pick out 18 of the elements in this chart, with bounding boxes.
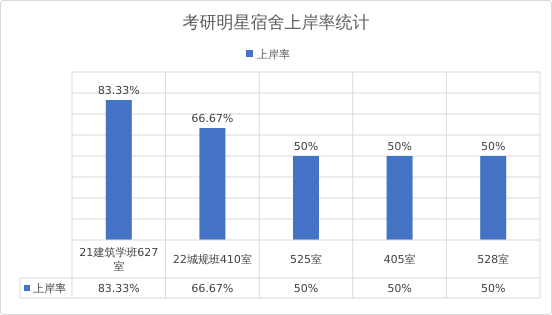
text: 50% <box>387 140 412 153</box>
text: 上岸率 <box>33 282 66 295</box>
legend-label: 上岸率 <box>257 48 290 61</box>
x-tick-label: 405室 <box>384 253 416 266</box>
data-label: 50% <box>294 282 318 295</box>
data-label: 83.33% <box>98 282 140 295</box>
x-tick-label: 21建筑学班627室 <box>79 246 158 273</box>
x-tick-label: 525室 <box>290 253 322 266</box>
data-label: 66.67% <box>191 282 234 295</box>
text: 66.67% <box>191 112 234 125</box>
data-label: 50% <box>387 282 412 295</box>
text: 50% <box>480 140 506 153</box>
x-tick-label: 528室 <box>477 253 510 266</box>
text: 50% <box>294 140 318 153</box>
text: 83.33% <box>98 84 140 98</box>
chart-title: 考研明星宿舍上岸率统计 <box>182 13 370 33</box>
x-tick-label: 22城规班410室 <box>172 253 252 266</box>
data-label: 50% <box>480 282 506 295</box>
